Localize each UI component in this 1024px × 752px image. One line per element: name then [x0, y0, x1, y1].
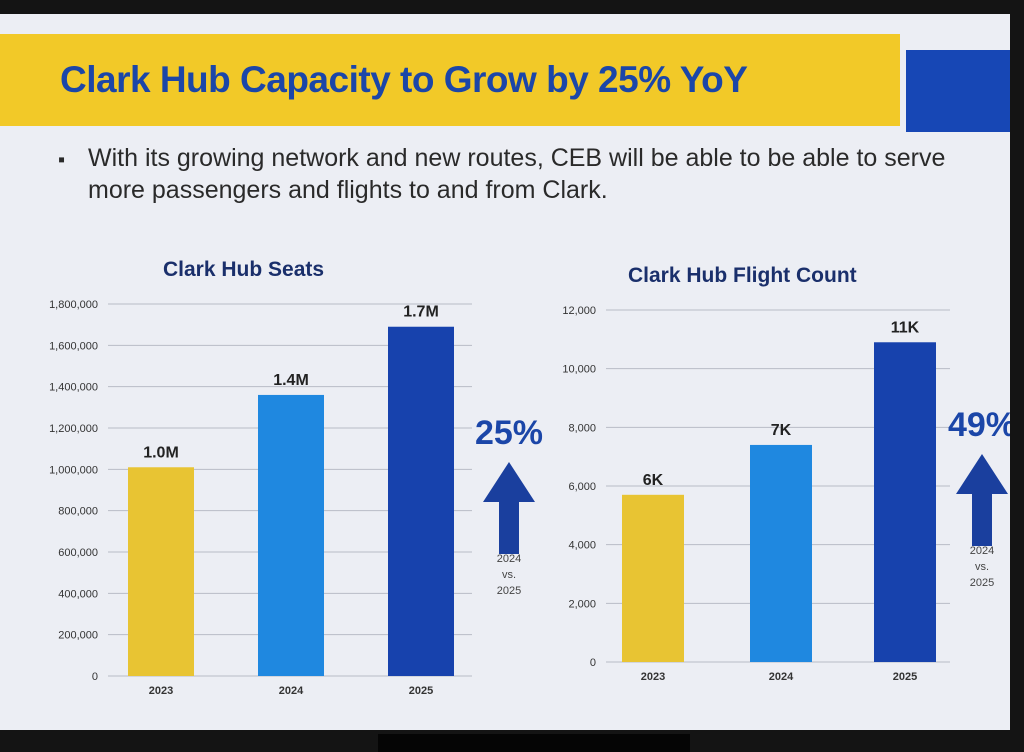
x-tick-label: 2024: [279, 685, 304, 697]
x-tick-label: 2025: [893, 671, 917, 683]
data-label: 1.4M: [273, 372, 309, 389]
comparison-note: 2024: [497, 553, 521, 565]
presentation-slide: Clark Hub Capacity to Grow by 25% YoY ▪ …: [0, 14, 1010, 730]
y-tick-label: 1,200,000: [49, 423, 98, 435]
chart-title: Clark Hub Flight Count: [628, 264, 857, 287]
data-label: 6K: [643, 472, 664, 489]
bullet-text: With its growing network and new routes,…: [88, 144, 946, 204]
x-tick-label: 2023: [149, 685, 173, 697]
y-tick-label: 1,400,000: [49, 382, 98, 394]
data-label: 11K: [891, 319, 920, 336]
y-tick-label: 10,000: [562, 364, 596, 376]
bar-2025: [388, 326, 454, 676]
y-tick-label: 6,000: [568, 481, 596, 493]
y-tick-label: 8,000: [568, 422, 596, 434]
y-tick-label: 800,000: [58, 506, 98, 518]
y-tick-label: 12,000: [562, 305, 596, 317]
y-tick-label: 1,000,000: [49, 464, 98, 476]
y-tick-label: 4,000: [568, 540, 596, 552]
y-tick-label: 200,000: [58, 630, 98, 642]
x-tick-label: 2025: [409, 685, 433, 697]
bar-2024: [750, 444, 812, 662]
growth-percentage: 25%: [475, 414, 543, 452]
charts-canvas: Clark Hub Seats 0 200,000 400,000 600,000 800…: [49, 258, 1010, 697]
bullet-point: ▪ With its growing network and new route…: [58, 142, 958, 206]
y-tick-label: 0: [92, 671, 98, 683]
comparison-note: 2024: [970, 545, 994, 557]
comparison-note: vs.: [975, 561, 989, 573]
data-label: 1.0M: [143, 444, 179, 461]
up-arrow-icon: [483, 462, 535, 554]
y-tick-label: 2,000: [568, 598, 596, 610]
bullet-marker: ▪: [58, 149, 66, 171]
x-tick-label: 2024: [769, 671, 794, 683]
title-bar: Clark Hub Capacity to Grow by 25% YoY: [0, 34, 900, 126]
slide-title: Clark Hub Capacity to Grow by 25% YoY: [60, 59, 748, 100]
bar-2023: [622, 494, 684, 662]
comparison-note: vs.: [502, 569, 516, 581]
comparison-note: 2025: [970, 577, 994, 589]
y-tick-label: 1,800,000: [49, 299, 98, 311]
up-arrow-icon: [956, 454, 1008, 546]
data-label: 7K: [771, 422, 792, 439]
y-tick-label: 1,600,000: [49, 340, 98, 352]
screen-bottom-bezel: [378, 734, 690, 752]
y-tick-label: 0: [590, 657, 596, 669]
chart-title: Clark Hub Seats: [163, 258, 324, 281]
comparison-note: 2025: [497, 585, 521, 597]
corner-accent-block: [906, 50, 1010, 132]
y-tick-label: 400,000: [58, 588, 98, 600]
y-tick-label: 600,000: [58, 547, 98, 559]
bar-2025: [874, 342, 936, 662]
x-tick-label: 2023: [641, 671, 665, 683]
bar-2024: [258, 394, 324, 676]
growth-percentage: 49%: [948, 406, 1010, 444]
bar-2023: [128, 467, 194, 676]
data-label: 1.7M: [403, 304, 439, 321]
